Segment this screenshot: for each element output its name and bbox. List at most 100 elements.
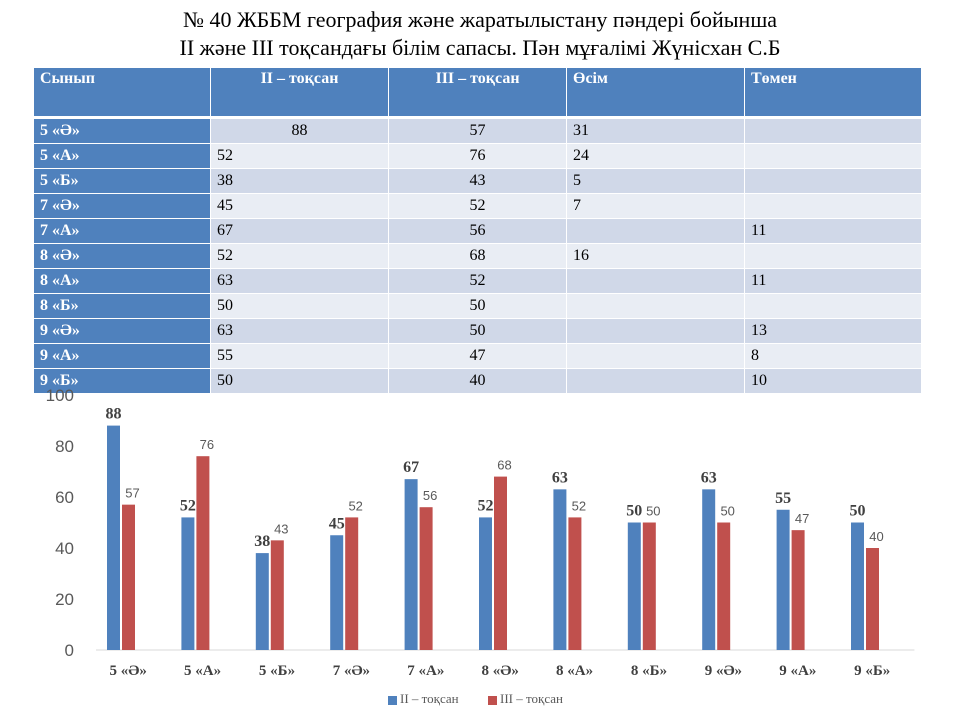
data-label-series-2: 43 — [274, 521, 288, 536]
table-row: 8 «Ә» 52 68 16 — [34, 244, 922, 269]
data-label-series-2: 40 — [869, 529, 883, 544]
header-q2: II – тоқсан — [211, 68, 389, 119]
bar-series-2 — [866, 548, 879, 650]
cell-decline — [745, 244, 922, 269]
data-label-series-1: 52 — [180, 497, 196, 514]
bar-series-2 — [642, 522, 656, 650]
cell-q3: 52 — [389, 269, 567, 294]
cell-decline: 13 — [745, 319, 922, 344]
legend-swatch-series-1 — [388, 696, 397, 705]
data-label-series-2: 68 — [497, 458, 511, 473]
table-row: 7 «Ә» 45 52 7 — [34, 194, 922, 219]
cell-q3: 40 — [389, 369, 567, 394]
legend-label-series-2: III – тоқсан — [500, 691, 563, 706]
x-tick-label: 5 «Б» — [259, 663, 295, 679]
cell-q2: 67 — [211, 219, 389, 244]
bar-series-1 — [553, 489, 567, 650]
x-tick-label: 9 «А» — [779, 663, 816, 679]
cell-growth — [567, 294, 745, 319]
cell-decline: 11 — [745, 219, 922, 244]
table-row: 8 «А» 63 52 11 — [34, 269, 922, 294]
bar-series-2 — [568, 517, 582, 650]
x-tick-label: 9 «Б» — [854, 663, 890, 679]
data-label-series-2: 50 — [646, 504, 660, 519]
data-label-series-1: 50 — [626, 503, 642, 520]
row-label: 8 «А» — [34, 269, 211, 294]
row-label: 7 «А» — [34, 219, 211, 244]
data-label-series-2: 50 — [720, 504, 734, 519]
y-tick-label: 100 — [46, 388, 74, 405]
cell-q3: 47 — [389, 344, 567, 369]
data-label-series-1: 55 — [775, 490, 791, 507]
x-tick-label: 5 «Ә» — [110, 663, 147, 679]
data-label-series-1: 45 — [329, 515, 345, 532]
bar-series-2 — [345, 517, 359, 650]
row-label: 9 «Б» — [34, 369, 211, 394]
table-row: 5 «Б» 38 43 5 — [34, 169, 922, 194]
data-table: Сынып II – тоқсан III – тоқсан Өсім Төме… — [34, 68, 922, 394]
data-label-series-1: 88 — [106, 406, 122, 423]
x-tick-label: 9 «Ә» — [705, 663, 742, 679]
data-label-series-1: 50 — [850, 503, 866, 520]
row-label: 9 «А» — [34, 344, 211, 369]
cell-q3: 76 — [389, 144, 567, 169]
x-tick-label: 7 «Ә» — [333, 663, 370, 679]
data-label-series-2: 57 — [125, 486, 139, 501]
data-label-series-2: 52 — [572, 498, 586, 513]
page-title: № 40 ЖББМ география және жаратылыстану п… — [0, 6, 960, 62]
table-row: 9 «Ә» 63 50 13 — [34, 319, 922, 344]
cell-growth: 16 — [567, 244, 745, 269]
legend-swatch-series-2 — [488, 696, 497, 705]
table-header-row: Сынып II – тоқсан III – тоқсан Өсім Төме… — [34, 68, 922, 119]
cell-decline: 8 — [745, 344, 922, 369]
cell-growth: 7 — [567, 194, 745, 219]
cell-growth: 5 — [567, 169, 745, 194]
cell-growth — [567, 369, 745, 394]
table-row: 9 «Б» 50 40 10 — [34, 369, 922, 394]
cell-q2: 38 — [211, 169, 389, 194]
header-growth: Өсім — [567, 68, 745, 119]
row-label: 5 «Б» — [34, 169, 211, 194]
title-line-2: II және III тоқсандағы білім сапасы. Пән… — [179, 35, 781, 60]
cell-q2: 45 — [211, 194, 389, 219]
data-label-series-1: 63 — [701, 469, 717, 486]
cell-q3: 50 — [389, 294, 567, 319]
cell-q2: 52 — [211, 244, 389, 269]
cell-q2: 55 — [211, 344, 389, 369]
table-row: 7 «А» 67 56 11 — [34, 219, 922, 244]
cell-growth: 31 — [567, 119, 745, 144]
cell-q3: 50 — [389, 319, 567, 344]
x-tick-label: 8 «А» — [556, 663, 593, 679]
x-tick-label: 8 «Ә» — [482, 663, 519, 679]
x-tick-label: 8 «Б» — [631, 663, 667, 679]
cell-q2: 52 — [211, 144, 389, 169]
bar-series-1 — [330, 535, 344, 650]
y-tick-label: 40 — [55, 539, 74, 558]
cell-growth — [567, 344, 745, 369]
cell-decline — [745, 169, 922, 194]
legend-label-series-1: II – тоқсан — [400, 691, 459, 706]
cell-decline: 10 — [745, 369, 922, 394]
y-tick-label: 60 — [55, 488, 74, 507]
bar-series-2 — [494, 476, 507, 650]
cell-growth — [567, 319, 745, 344]
row-label: 8 «Б» — [34, 294, 211, 319]
title-line-1: № 40 ЖББМ география және жаратылыстану п… — [182, 7, 778, 32]
row-label: 5 «Ә» — [34, 119, 211, 144]
x-tick-label: 7 «А» — [407, 663, 444, 679]
bar-series-2 — [419, 507, 433, 650]
table-row: 5 «А» 52 76 24 — [34, 144, 922, 169]
data-label-series-1: 52 — [478, 497, 494, 514]
bar-series-1 — [627, 522, 641, 650]
cell-q2: 50 — [211, 294, 389, 319]
cell-q2: 88 — [211, 119, 389, 144]
data-label-series-2: 47 — [795, 511, 809, 526]
row-label: 8 «Ә» — [34, 244, 211, 269]
bar-series-2 — [196, 456, 210, 650]
row-label: 7 «Ә» — [34, 194, 211, 219]
bar-chart: 0 20 40 60 80 100 88 57 5 «Ә» 52 76 5 «А» 38 43 5 «Б» 4… — [46, 388, 915, 679]
cell-q3: 57 — [389, 119, 567, 144]
table-row: 8 «Б» 50 50 — [34, 294, 922, 319]
data-label-series-1: 38 — [254, 533, 270, 550]
cell-decline — [745, 119, 922, 144]
